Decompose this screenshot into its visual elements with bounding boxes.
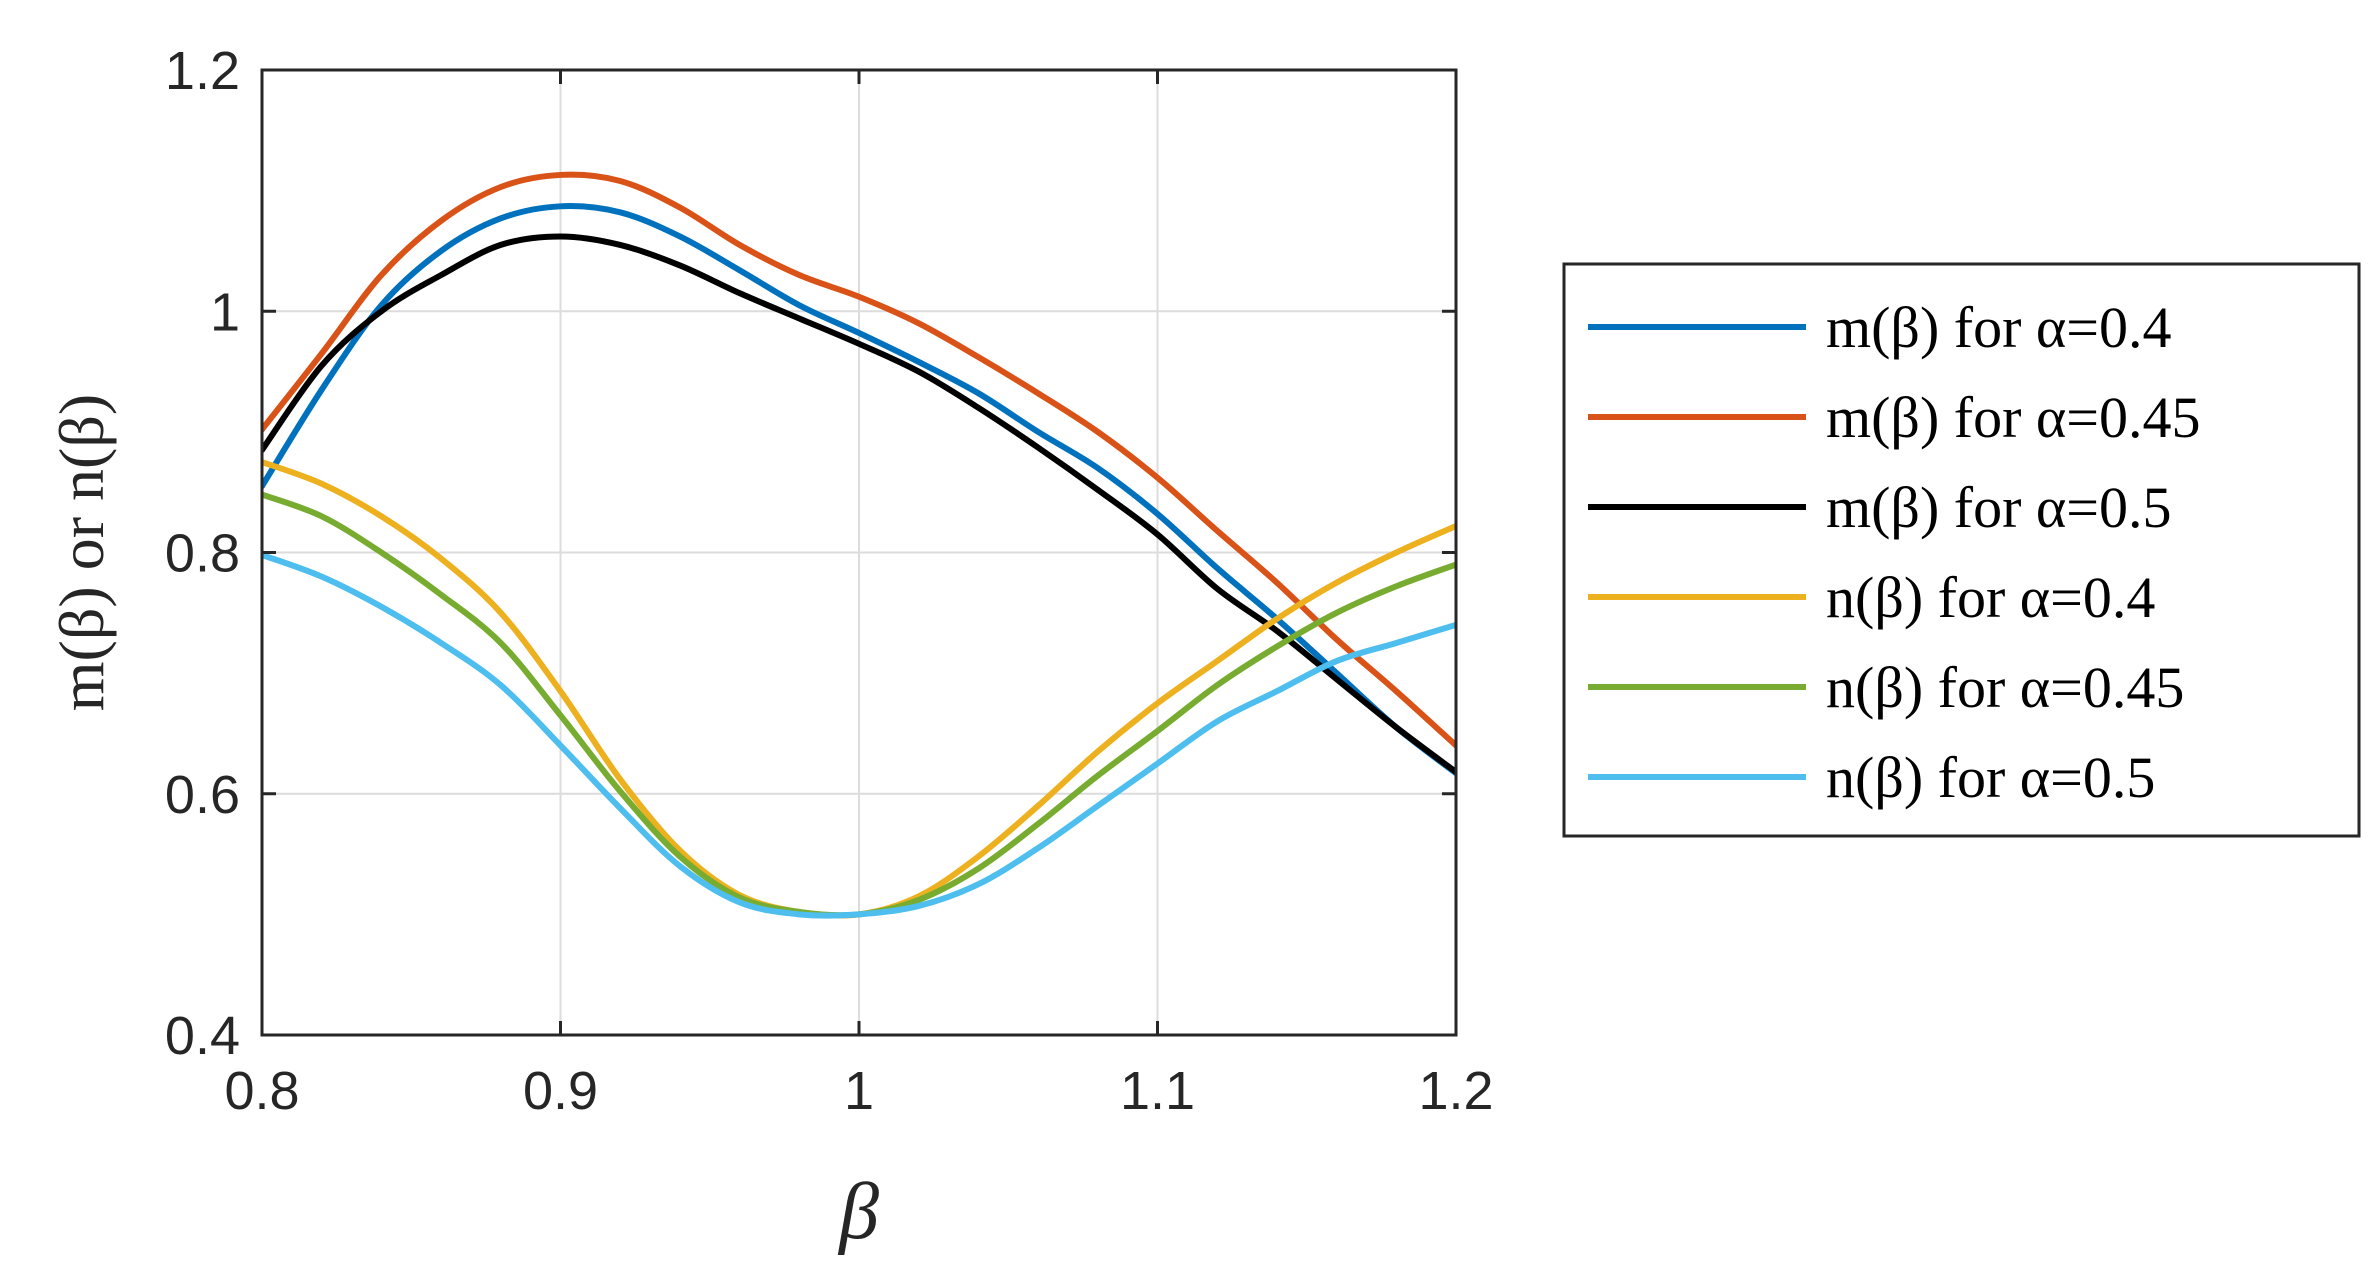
x-tick-label: 1 <box>844 1061 874 1121</box>
series-line-1 <box>262 203 1456 777</box>
y-tick-label: 0.6 <box>165 765 240 825</box>
series-line-6 <box>262 551 1456 919</box>
x-tick-label: 1.1 <box>1120 1061 1195 1121</box>
x-axis-title: β <box>837 1168 879 1256</box>
x-tick-label: 0.8 <box>224 1061 299 1121</box>
legend-label-5: n(β) for α=0.45 <box>1826 655 2184 720</box>
x-tick-label: 1.2 <box>1418 1061 1493 1121</box>
legend-box <box>1562 262 2361 838</box>
x-tick-label: 0.9 <box>523 1061 598 1121</box>
legend-label-3: m(β) for α=0.5 <box>1826 475 2171 540</box>
legend: m(β) for α=0.4 m(β) for α=0.45 m(β) for α=… <box>1562 262 2361 838</box>
y-tick-label: 1.2 <box>165 41 240 101</box>
y-tick-label: 0.8 <box>165 524 240 584</box>
legend-label-1: m(β) for α=0.4 <box>1826 295 2171 360</box>
legend-label-4: n(β) for α=0.4 <box>1826 565 2155 630</box>
series-line-3 <box>262 233 1456 776</box>
legend-label-2: m(β) for α=0.45 <box>1826 385 2200 450</box>
y-tick-label: 0.4 <box>165 1006 240 1066</box>
series-group <box>262 171 1456 919</box>
y-tick-label: 1 <box>210 282 240 342</box>
legend-label-6: n(β) for α=0.5 <box>1826 745 2155 810</box>
plot-area: 0.8 0.9 1 1.1 1.2 0.4 0.6 0.8 1 1.2 <box>165 41 1494 1121</box>
series-line-2 <box>262 171 1456 749</box>
y-axis-title: m(β) or n(β) <box>46 394 117 711</box>
